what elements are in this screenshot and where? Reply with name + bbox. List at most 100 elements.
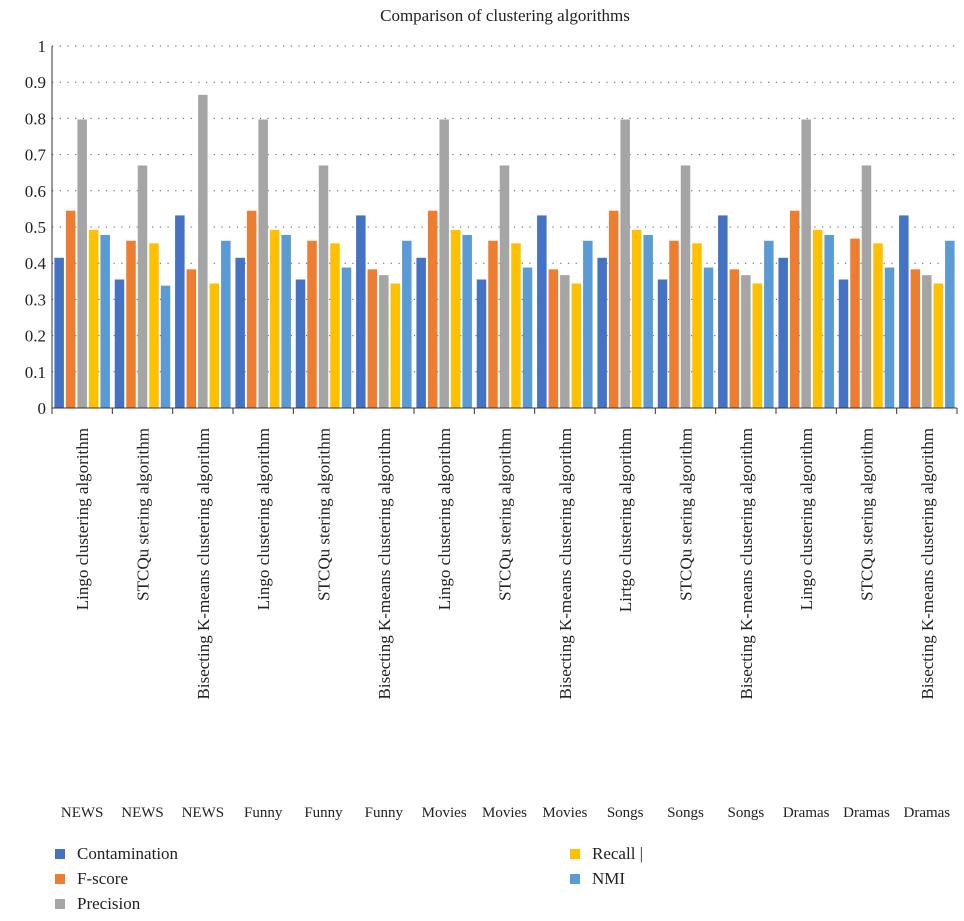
chart-title: Comparison of clustering algorithms bbox=[380, 6, 630, 25]
y-tick-label: 0.7 bbox=[25, 146, 47, 165]
x-tick-label: STCQu stering algorithm bbox=[134, 428, 153, 601]
legend-item-precision: Precision bbox=[55, 893, 140, 915]
legend-label: F-score bbox=[77, 869, 128, 888]
y-tick-label: 0 bbox=[38, 399, 47, 418]
x-group-label: Movies bbox=[542, 805, 587, 821]
bar-precision bbox=[801, 119, 811, 409]
legend-label: NMI bbox=[592, 869, 626, 888]
bar-recall bbox=[149, 243, 159, 408]
y-tick-label: 1 bbox=[38, 37, 47, 56]
legend-swatch bbox=[570, 874, 580, 884]
x-tick-label: Lingo clustering algorithm bbox=[797, 428, 816, 610]
bar-contamination bbox=[235, 257, 245, 408]
x-group-label: NEWS bbox=[182, 805, 225, 821]
bar-nmi bbox=[945, 240, 955, 408]
y-tick-label: 0.6 bbox=[25, 182, 46, 201]
x-tick-label: Bisecting K-means clustering algorithm bbox=[556, 428, 575, 699]
bar-contamination bbox=[899, 215, 909, 408]
bar-nmi bbox=[703, 267, 714, 408]
y-axis: 0 0.1 0.2 0.3 0.4 0.5 0.6 0.7 0.8 0.9 1 bbox=[25, 37, 53, 418]
bar-f-score bbox=[729, 269, 740, 408]
x-group-label: Funny bbox=[304, 805, 343, 821]
y-tick-label: 0.4 bbox=[25, 254, 47, 273]
bar-f-score bbox=[608, 210, 619, 408]
x-group-label: Dramas bbox=[843, 805, 890, 821]
bar-contamination bbox=[597, 257, 607, 408]
bar-contamination bbox=[778, 257, 788, 408]
bar-f-score bbox=[850, 238, 860, 408]
legend-label: Recall | bbox=[592, 844, 644, 863]
bar-contamination bbox=[476, 279, 487, 408]
x-group-label: Songs bbox=[727, 805, 764, 821]
y-tick-label: 0.2 bbox=[25, 327, 46, 346]
bar-recall bbox=[450, 229, 461, 408]
legend-item-contamination: Contamination bbox=[55, 843, 178, 865]
bar-recall bbox=[873, 243, 883, 408]
x-tick-label: Bisecting K-means clustering algorithm bbox=[918, 428, 937, 699]
bar-contamination bbox=[537, 215, 547, 408]
x-tick-label: STCQu stering algorithm bbox=[496, 428, 515, 601]
bar-recall bbox=[269, 229, 280, 408]
bar-recall bbox=[812, 229, 823, 408]
x-tick-label: STCQu stering algorithm bbox=[315, 428, 334, 601]
bar-f-score bbox=[186, 269, 197, 408]
x-tick-label: Bisecting K-means clustering algorithm bbox=[737, 428, 756, 699]
x-group-label: Funny bbox=[244, 805, 283, 821]
bar-precision bbox=[439, 119, 449, 409]
bar-nmi bbox=[824, 234, 834, 408]
y-tick-label: 0.9 bbox=[25, 73, 46, 92]
x-group-label: Movies bbox=[422, 805, 467, 821]
bar-f-score bbox=[669, 240, 679, 408]
bar-precision bbox=[861, 165, 872, 408]
bar-nmi bbox=[100, 234, 110, 408]
bar-recall bbox=[933, 283, 944, 408]
bar-precision bbox=[77, 119, 87, 409]
y-tick-label: 0.3 bbox=[25, 290, 46, 309]
bar-nmi bbox=[522, 267, 533, 408]
bar-nmi bbox=[402, 240, 412, 408]
legend-swatch bbox=[55, 874, 65, 884]
bar-precision bbox=[680, 165, 691, 408]
bar-precision bbox=[137, 165, 148, 408]
x-group-label: Songs bbox=[667, 805, 704, 821]
bar-f-score bbox=[910, 269, 921, 408]
bar-nmi bbox=[462, 234, 472, 408]
bar-recall bbox=[88, 229, 99, 408]
bar-nmi bbox=[341, 267, 352, 408]
bar-precision bbox=[258, 119, 268, 409]
legend-item-f-score: F-score bbox=[55, 868, 128, 890]
bar-nmi bbox=[281, 234, 291, 408]
y-tick-label: 0.8 bbox=[25, 109, 46, 128]
x-group-label: Movies bbox=[482, 805, 527, 821]
bars bbox=[54, 94, 955, 409]
bar-contamination bbox=[295, 279, 306, 408]
bar-nmi bbox=[221, 240, 231, 408]
x-tick-label: Lirtgo clustering algorithm bbox=[616, 428, 635, 612]
bar-recall bbox=[752, 283, 763, 408]
bar-f-score bbox=[789, 210, 800, 408]
bar-precision bbox=[620, 119, 630, 409]
x-group-label: Songs bbox=[607, 805, 644, 821]
x-group-label: NEWS bbox=[61, 805, 104, 821]
x-group-label: Dramas bbox=[783, 805, 830, 821]
bar-contamination bbox=[657, 279, 668, 408]
x-tick-label: Bisecting K-means clustering algorithm bbox=[194, 428, 213, 699]
bar-f-score bbox=[488, 240, 498, 408]
bar-precision bbox=[922, 275, 932, 408]
x-tick-label: Bisecting K-means clustering algorithm bbox=[375, 428, 394, 699]
y-tick-label: 0.5 bbox=[25, 218, 46, 237]
legend-label: Precision bbox=[77, 894, 141, 913]
bar-f-score bbox=[307, 240, 317, 408]
bar-recall bbox=[692, 243, 702, 408]
bar-contamination bbox=[54, 257, 64, 408]
bar-nmi bbox=[643, 234, 653, 408]
bar-f-score bbox=[427, 210, 438, 408]
bar-precision bbox=[379, 275, 389, 408]
x-group-label: Funny bbox=[365, 805, 404, 821]
bar-f-score bbox=[367, 269, 378, 408]
bar-recall bbox=[511, 243, 521, 408]
bar-recall bbox=[571, 283, 582, 408]
x-tick-label: STCQu stering algorithm bbox=[677, 428, 696, 601]
bar-precision bbox=[560, 275, 570, 408]
